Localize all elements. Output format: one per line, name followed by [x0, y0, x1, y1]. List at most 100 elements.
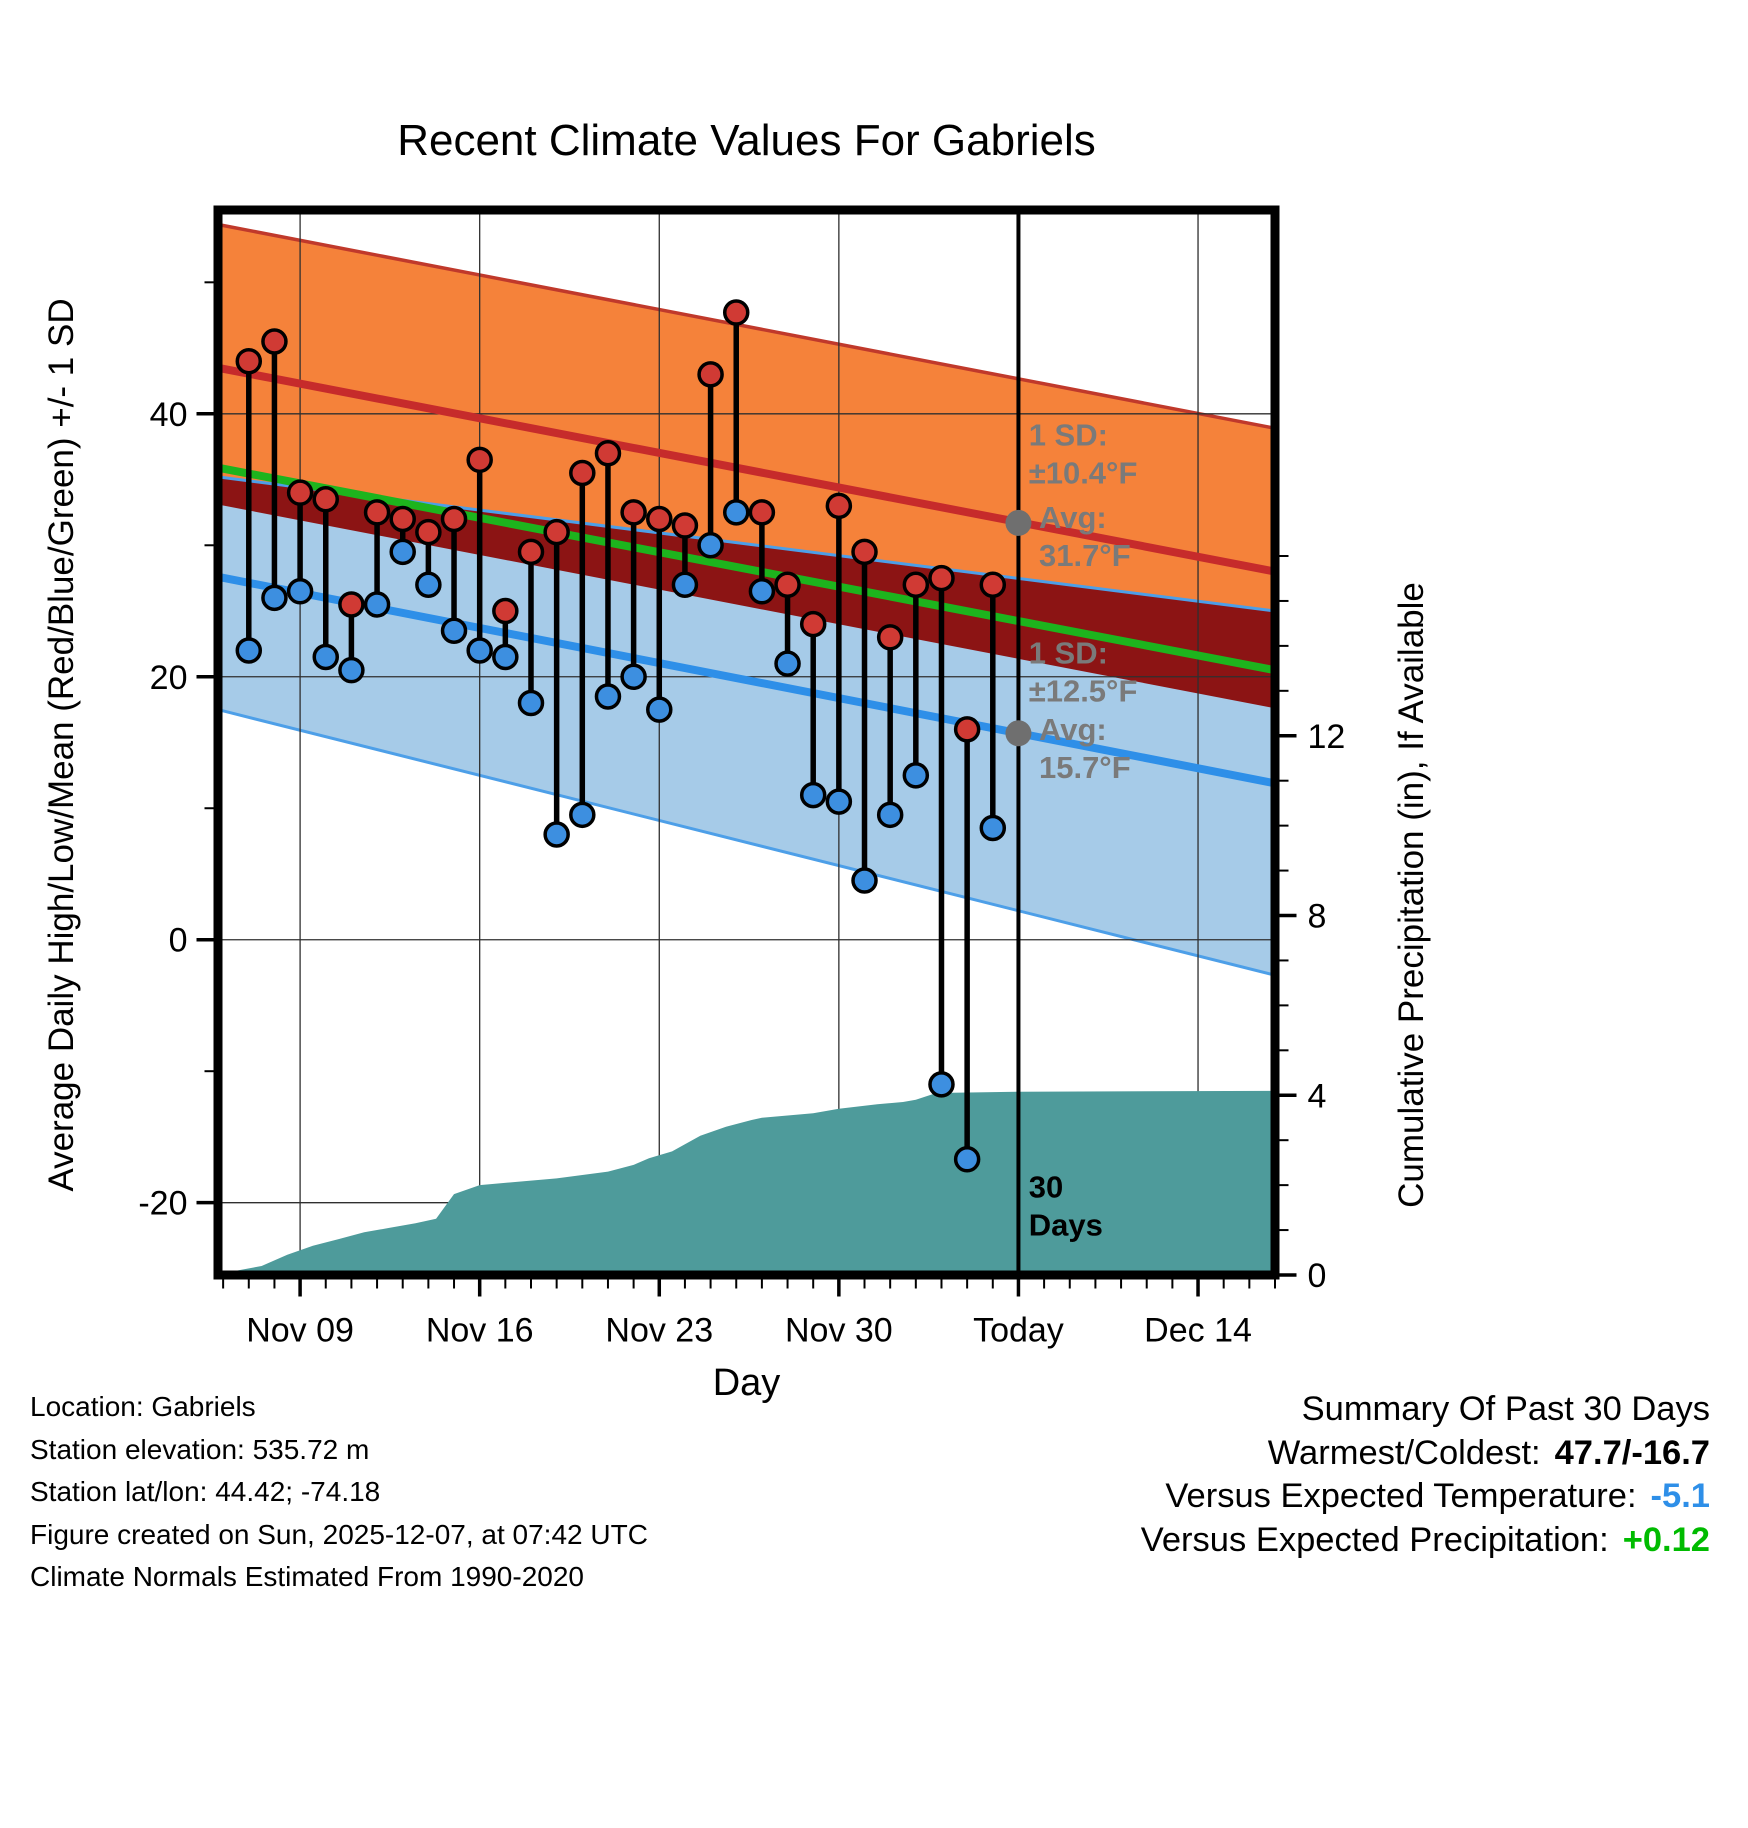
- axis-ticks: [196, 281, 1297, 1297]
- daily-high-dot: [440, 505, 468, 533]
- daily-high-dot: [415, 518, 442, 546]
- daily-high-dot: [235, 347, 263, 375]
- summary-value: +0.12: [1622, 1520, 1710, 1559]
- chart-title: Recent Climate Values For Gabriels: [397, 116, 1096, 165]
- daily-low-dot: [928, 1071, 955, 1098]
- daily-low-dot: [569, 801, 596, 829]
- daily-low-dot: [774, 650, 801, 677]
- daily-high-dot: [979, 571, 1007, 598]
- thirty-days-label: 30 Days: [1029, 1169, 1103, 1242]
- daily-high-dot: [722, 299, 750, 326]
- precip-tick-label: 4: [1308, 1077, 1327, 1115]
- high-band-top-edge: [217, 222, 1276, 431]
- daily-low-dot: [235, 637, 263, 664]
- daily-high-dot: [876, 624, 904, 651]
- low-sd-annotation: 1 SD: ±12.5°F: [1029, 636, 1138, 709]
- daily-high-dot: [928, 564, 955, 592]
- daily-low-dot: [261, 584, 288, 612]
- avg-high-marker: [1005, 509, 1032, 536]
- daily-high-dot: [543, 518, 570, 546]
- figure-created-line: Figure created on Sun, 2025-12-07, at 07…: [30, 1518, 648, 1550]
- temp-tick-label: 40: [150, 396, 188, 434]
- daily-low-dot: [851, 867, 878, 894]
- daily-low-dot: [389, 538, 416, 566]
- daily-high-dot: [902, 571, 930, 598]
- station-location-line: Location: Gabriels: [30, 1391, 256, 1422]
- avg-high-annotation: Avg: 31.7°F: [1039, 500, 1131, 573]
- daily-high-dot: [517, 538, 545, 566]
- precip-tick-label: 0: [1308, 1257, 1327, 1295]
- daily-high-dot: [851, 538, 878, 566]
- avg-high-line: [217, 363, 1276, 576]
- summary-label: Warmest/Coldest:: [1267, 1433, 1541, 1472]
- daily-low-dot: [363, 591, 391, 618]
- summary-value: -5.1: [1650, 1477, 1710, 1515]
- daily-high-dot: [799, 610, 827, 638]
- daily-high-dot: [748, 499, 776, 526]
- x-tick-label: Nov 23: [605, 1312, 713, 1350]
- summary-value: 47.7/-16.7: [1554, 1433, 1710, 1472]
- precip-tick-label: 8: [1308, 898, 1327, 936]
- precip-tick-label: 12: [1308, 718, 1346, 756]
- daily-high-dot: [312, 486, 340, 513]
- climate-normals-line: Climate Normals Estimated From 1990-2020: [30, 1561, 584, 1592]
- x-tick-label: Nov 16: [426, 1312, 534, 1350]
- daily-low-dot: [620, 663, 647, 691]
- low-band-bottom-edge: [217, 708, 1276, 977]
- daily-low-dot: [286, 578, 314, 605]
- daily-low-dot: [876, 801, 904, 829]
- daily-low-dot: [825, 788, 853, 815]
- daily-high-dot: [286, 479, 314, 506]
- daily-low-dot: [646, 696, 673, 723]
- summary-row-warmest-coldest: Warmest/Coldest: 47.7/-16.7: [1141, 1432, 1710, 1476]
- x-tick-label: Nov 30: [785, 1312, 893, 1350]
- daily-high-dot: [466, 446, 493, 474]
- x-tick-label: Nov 09: [246, 1312, 354, 1350]
- summary-row-vs-precipitation: Versus Expected Precipitation: +0.12: [1141, 1519, 1710, 1563]
- daily-low-dot: [799, 781, 827, 809]
- daily-high-dot: [261, 328, 288, 355]
- daily-high-dot: [620, 499, 647, 526]
- daily-low-dot: [338, 656, 365, 684]
- avg-low-annotation: Avg: 15.7°F: [1039, 712, 1131, 785]
- cumulative-precip-area: [218, 1090, 1275, 1275]
- daily-low-dot: [902, 762, 930, 789]
- daily-high-dot: [774, 571, 801, 598]
- daily-low-dot: [697, 532, 724, 559]
- daily-low-dot: [748, 578, 776, 605]
- high-sd-annotation: 1 SD: ±10.4°F: [1029, 417, 1138, 490]
- daily-low-dot: [517, 689, 545, 717]
- daily-low-dot: [594, 683, 622, 710]
- station-elevation-line: Station elevation: 535.72 m: [30, 1433, 370, 1465]
- daily-low-dot: [466, 637, 493, 664]
- daily-high-dot: [569, 459, 596, 487]
- daily-high-dot: [389, 505, 416, 533]
- daily-high-dot: [953, 716, 981, 743]
- summary-panel: Summary Of Past 30 Days Warmest/Coldest:…: [1141, 1388, 1710, 1562]
- daily-high-dot: [363, 499, 391, 526]
- daily-high-dot: [697, 361, 724, 388]
- x-tick-label: Dec 14: [1144, 1312, 1252, 1350]
- summary-label: Versus Expected Temperature:: [1165, 1477, 1637, 1515]
- daily-low-dot: [492, 643, 519, 671]
- daily-high-dot: [492, 597, 519, 625]
- station-latlon-line: Station lat/lon: 44.42; -74.18: [30, 1476, 381, 1507]
- daily-high-dot: [671, 512, 699, 539]
- x-tick-label: Today: [973, 1312, 1064, 1350]
- plot-border: [213, 205, 1280, 1280]
- daily-high-dot: [646, 505, 673, 533]
- daily-low-dot: [415, 571, 442, 598]
- temp-tick-label: 0: [169, 922, 188, 960]
- daily-high-dot: [825, 492, 853, 520]
- daily-low-dot: [671, 571, 699, 598]
- daily-low-dot: [979, 814, 1007, 842]
- temp-tick-label: 20: [150, 659, 188, 697]
- station-info: Location: Gabriels Station elevation: 53…: [30, 1386, 648, 1599]
- avg-low-marker: [1005, 720, 1032, 747]
- summary-row-vs-temperature: Versus Expected Temperature: -5.1: [1141, 1475, 1710, 1519]
- daily-highs-lows: [235, 299, 1007, 1173]
- daily-low-dot: [953, 1146, 981, 1173]
- summary-label: Versus Expected Precipitation:: [1140, 1520, 1609, 1559]
